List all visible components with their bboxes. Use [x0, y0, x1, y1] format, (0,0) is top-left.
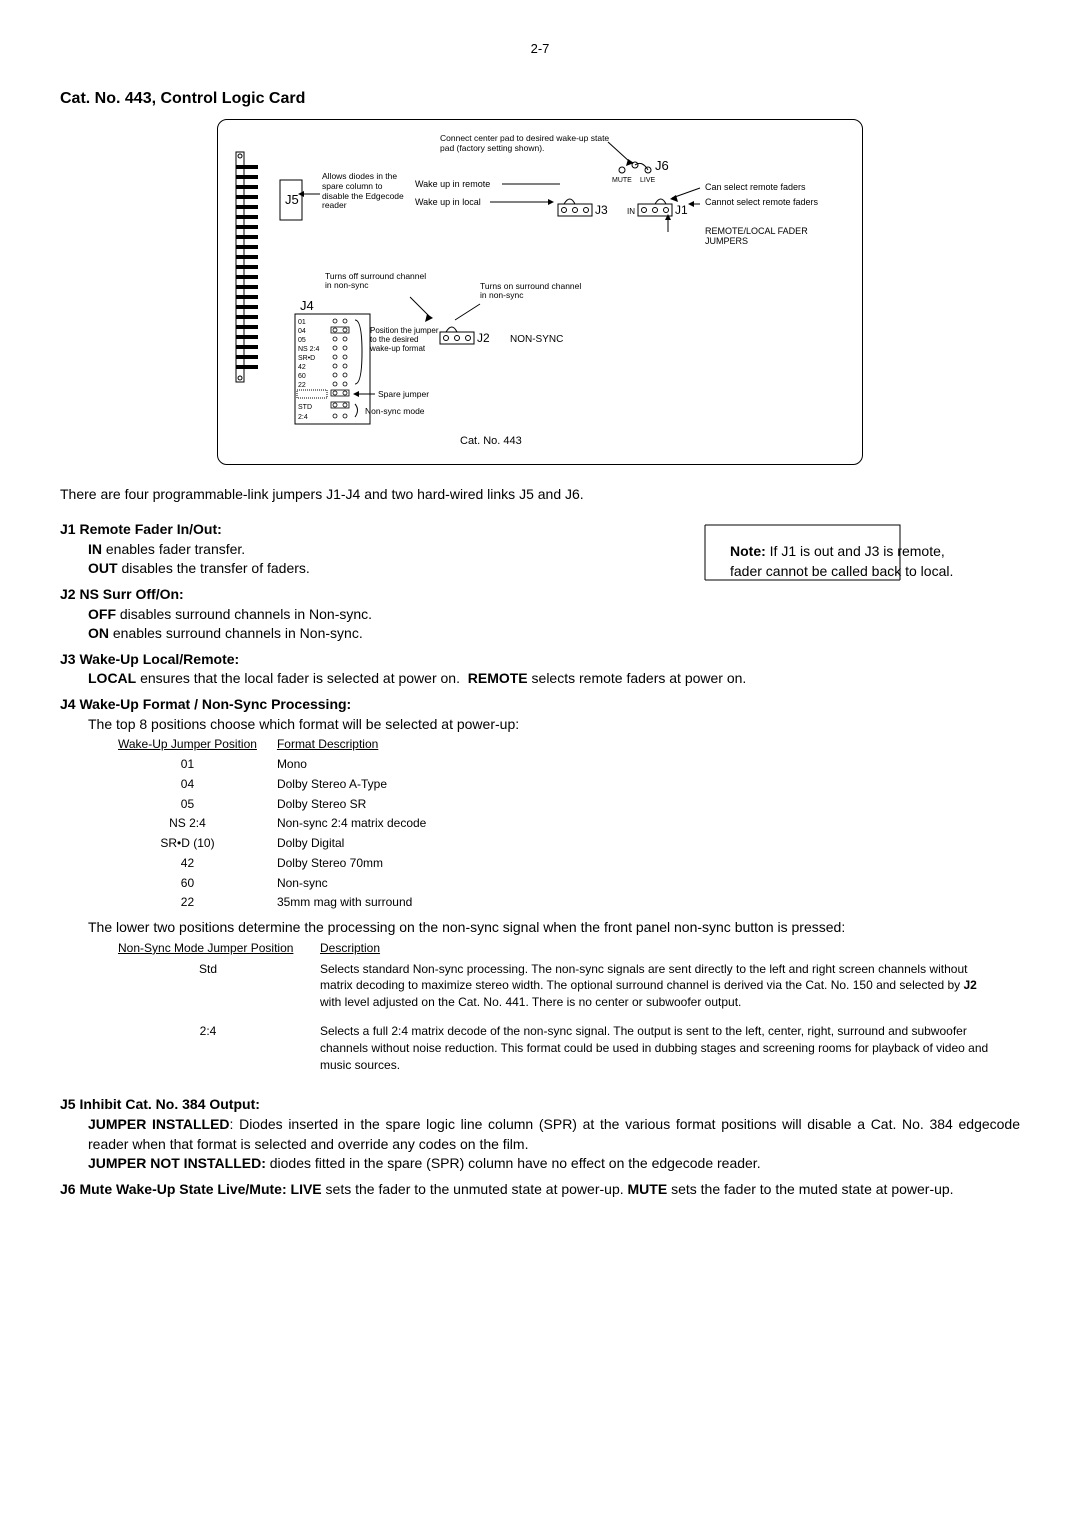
svg-text:SR•D: SR•D [298, 355, 315, 362]
j4-label: J4 [300, 298, 314, 313]
page-title: Cat. No. 443, Control Logic Card [60, 88, 1020, 110]
svg-text:NS 2:4: NS 2:4 [298, 346, 320, 353]
svg-text:J3: J3 [595, 203, 608, 217]
j1-can: Can select remote faders [705, 182, 806, 192]
j6-text: LIVE sets the fader to the unmuted state… [291, 1181, 954, 1197]
svg-text:MUTE: MUTE [612, 177, 632, 184]
j3-block: J3 [558, 199, 608, 217]
r24-desc: Selects a full 2:4 matrix decode of the … [320, 1023, 1018, 1083]
j6-label: J6 Mute Wake-Up State Live/Mute: [60, 1181, 291, 1197]
j1-out: disables the transfer of faders. [121, 560, 309, 576]
j2-block: J2 NON-SYNC [440, 327, 563, 345]
svg-text:IN: IN [627, 207, 635, 216]
j4-lower-text: The lower two positions determine the pr… [88, 918, 1020, 938]
j5-block: J5 [280, 180, 320, 220]
svg-text:STD: STD [298, 404, 312, 411]
control-card-diagram: J5 Allows diodes in the spare column to … [217, 119, 863, 465]
svg-text:J1: J1 [675, 203, 688, 217]
svg-text:04: 04 [298, 328, 306, 335]
j6-text: Connect center pad to desired wake-up st… [440, 134, 610, 154]
j4-label: J4 Wake-Up Format / Non-Sync Processing: [60, 695, 1020, 715]
j1-cannot: Cannot select remote faders [705, 197, 819, 207]
j4-nonsync-table: Non-Sync Mode Jumper PositionDescription… [116, 938, 1020, 1086]
std-desc: Selects standard Non-sync processing. Th… [320, 961, 1018, 1021]
j3-text: LOCAL ensures that the local fader is se… [88, 669, 1020, 689]
j1-block: IN J1 [627, 188, 700, 217]
j4-format-table: Wake-Up Jumper PositionFormat Descriptio… [116, 734, 446, 914]
svg-text:22: 22 [298, 382, 306, 389]
svg-text:NON-SYNC: NON-SYNC [510, 334, 563, 345]
cat-label: Cat. No. 443 [460, 435, 522, 447]
wake-local-label: Wake up in local [415, 197, 481, 207]
j1-jumpers-label: REMOTE/LOCAL FADER JUMPERS [705, 227, 825, 247]
j1-in: enables fader transfer. [106, 541, 245, 557]
card-edge [236, 152, 258, 382]
page-number: 2-7 [60, 40, 1020, 58]
j6-pads: J6 MUTE LIVE [612, 158, 669, 184]
j5-installed: JUMPER INSTALLED: Diodes inserted in the… [88, 1115, 1020, 1154]
j3-label: J3 Wake-Up Local/Remote: [60, 650, 1020, 670]
note-box: Note: If J1 is out and J3 is remote, fad… [730, 542, 960, 581]
j4-off-text: Turns off surround channel in non-sync [325, 272, 435, 291]
j2-off: disables surround channels in Non-sync. [120, 606, 372, 622]
svg-text:2:4: 2:4 [298, 414, 308, 421]
svg-text:05: 05 [298, 337, 306, 344]
svg-text:42: 42 [298, 364, 306, 371]
j5-text: Allows diodes in the spare column to dis… [322, 172, 407, 211]
j4-spare: Spare jumper [378, 389, 429, 399]
svg-text:J2: J2 [477, 331, 490, 345]
j5-not-installed: JUMPER NOT INSTALLED: diodes fitted in t… [88, 1154, 1020, 1174]
svg-text:LIVE: LIVE [640, 177, 656, 184]
j4-pos-text: Position the jumper to the desired wake-… [370, 327, 440, 353]
svg-text:01: 01 [298, 319, 306, 326]
wake-remote-label: Wake up in remote [415, 179, 490, 189]
svg-text:J5: J5 [285, 192, 299, 207]
svg-text:60: 60 [298, 373, 306, 380]
svg-text:J6: J6 [655, 158, 669, 173]
intro-text: There are four programmable-link jumpers… [60, 485, 1020, 505]
j4-on-text: Turns on surround channel in non-sync [480, 282, 590, 301]
j4-intro: The top 8 positions choose which format … [88, 715, 1020, 735]
j4-nonsync-mode: Non-sync mode [365, 406, 425, 416]
j4-positions: 01 04 05 NS 2:4 SR•D 42 60 22 STD 2:4 [295, 314, 370, 424]
note-label: Note: [730, 543, 766, 559]
j2-on: enables surround channels in Non-sync. [113, 625, 363, 641]
j5-label: J5 Inhibit Cat. No. 384 Output: [60, 1095, 1020, 1115]
